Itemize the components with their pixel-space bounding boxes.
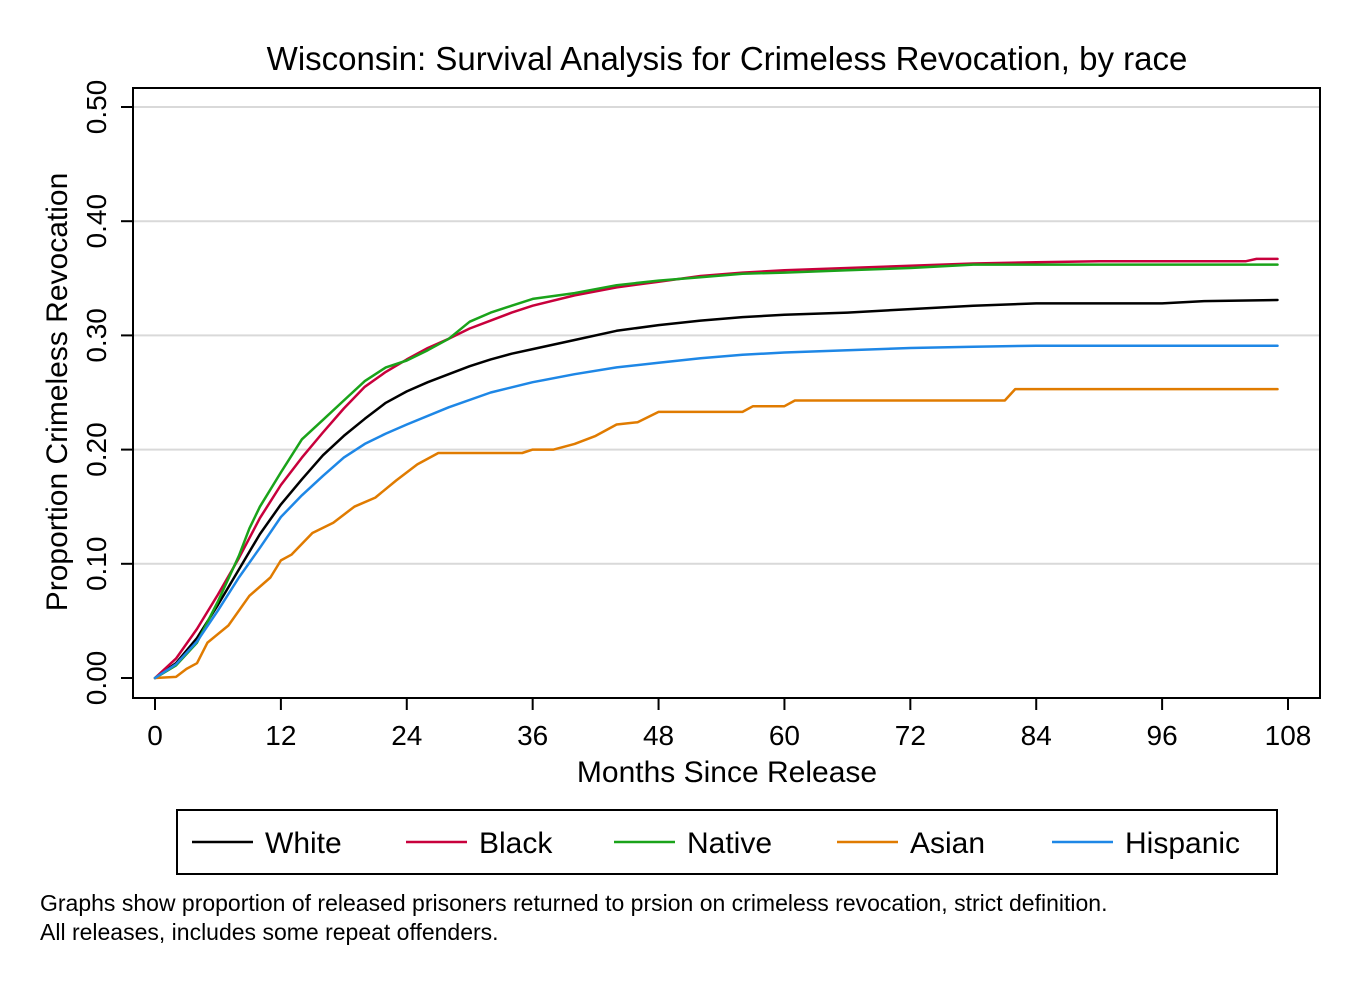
axes: 0.00 0.10 0.20 0.30 0.40 0.50 0 12 24 36 48 60 72 84 9… [81,80,1311,751]
legend-label-black: Black [479,827,553,860]
series-line-native [153,263,1279,680]
legend-label-hispanic: Hispanic [1125,827,1240,860]
y-tick-label-3: 0.30 [81,308,112,363]
x-axis-label: Months Since Release [577,756,877,789]
y-tick-label-1: 0.10 [81,537,112,592]
footnote-line-1: Graphs show proportion of released priso… [40,890,1108,916]
x-tick-label-9: 108 [1265,720,1312,751]
legend-label-white: White [265,827,342,860]
x-tick-label-3: 36 [517,720,548,751]
x-tick-label-2: 24 [391,720,422,751]
x-tick-label-0: 0 [147,720,163,751]
legend-label-asian: Asian [910,827,985,860]
series-line-white [153,298,1279,680]
gridlines [134,106,1319,565]
x-tick-label-7: 84 [1021,720,1052,751]
plot-frame [132,87,1321,699]
chart-title: Wisconsin: Survival Analysis for Crimele… [267,40,1188,77]
x-tick-label-4: 48 [643,720,674,751]
series-line-hispanic [153,344,1279,680]
legend-label-native: Native [687,827,772,860]
y-tick-label-4: 0.40 [81,194,112,249]
footnote-line-2: All releases, includes some repeat offen… [40,919,499,945]
x-tick-label-5: 60 [769,720,800,751]
series-line-asian [153,387,1279,680]
x-tick-label-6: 72 [895,720,926,751]
series-line-black [153,257,1279,680]
x-tick-label-1: 12 [265,720,296,751]
y-tick-label-5: 0.50 [81,80,112,135]
legend: White Black Native Asian Hispanic [176,809,1278,875]
y-axis-label: Proportion Crimeless Revocation [41,173,74,612]
y-tick-label-2: 0.20 [81,422,112,477]
y-tick-label-0: 0.00 [81,651,112,706]
series-lines [153,257,1279,680]
x-tick-label-8: 96 [1147,720,1178,751]
